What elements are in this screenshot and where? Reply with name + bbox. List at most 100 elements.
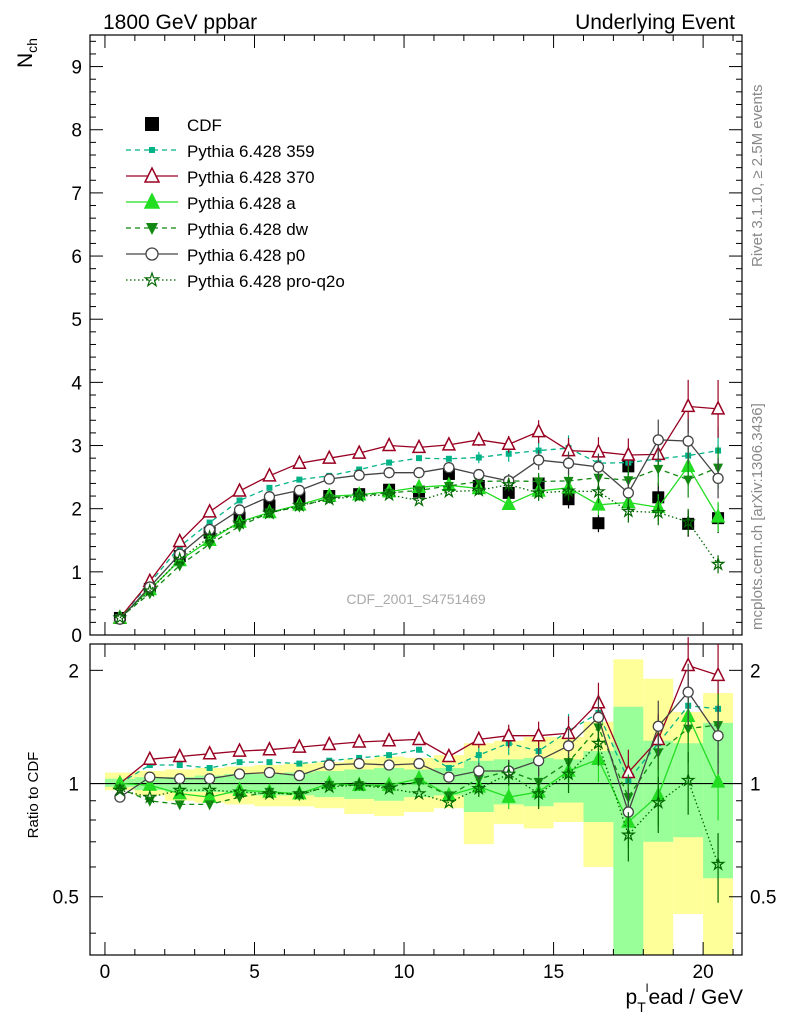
main-pq2o-point <box>650 504 666 519</box>
ratio-pdw-point <box>114 784 125 795</box>
main-pp0-point <box>652 434 664 446</box>
main-pq2o-point <box>142 582 158 598</box>
ratio-p359-point <box>475 752 482 759</box>
main-p370-point <box>172 532 187 548</box>
ratio-pq2o-point <box>650 794 666 810</box>
ratio-pp0-point <box>233 768 246 780</box>
ratio-pp0-point <box>652 720 664 732</box>
ratio-p359-point <box>296 760 303 767</box>
ratio-p370-point <box>411 730 427 746</box>
ratio-pp0-point <box>174 773 186 785</box>
svg-text:Nch: Nch <box>14 38 40 68</box>
ratio-ytick-label-left: 2 <box>68 661 79 682</box>
main-ytick-label: 6 <box>71 247 82 268</box>
main-pa-point <box>591 496 606 511</box>
ratio-plot: 0.5 0.51 12 20 5 10 15 20 <box>53 637 776 983</box>
ratio-pq2o-point <box>560 766 577 781</box>
main-pp0-point <box>263 491 276 503</box>
ratio-pq2o-point <box>351 777 367 792</box>
ratio-p359-point <box>445 764 452 771</box>
main-p370-point <box>501 435 516 451</box>
ratio-pdw-point <box>683 724 694 735</box>
main-p359-point <box>445 455 452 462</box>
ratio-pq2o-point <box>201 782 218 797</box>
ratio-pp0-point <box>532 755 545 767</box>
ratio-p359-point <box>236 759 243 766</box>
ratio-pp0-point <box>144 771 156 783</box>
legend-marker-p370 <box>143 166 161 183</box>
main-p370-point <box>351 444 367 459</box>
ratio-pq2o-point <box>710 856 726 871</box>
legend-marker-p359 <box>149 147 155 153</box>
main-p370-point <box>381 436 397 452</box>
main-pdw-point <box>324 493 335 504</box>
ratio-ytick-label-left: 0.5 <box>53 888 79 909</box>
main-pdw-point <box>683 475 694 486</box>
main-pp0-point <box>473 468 485 481</box>
main-ytick-label: 3 <box>71 437 82 458</box>
ratio-xtick-label: 10 <box>393 962 414 983</box>
ratio-pp0-point <box>562 740 575 752</box>
main-pdw-point <box>413 486 424 497</box>
ratio-pdw-point <box>204 800 215 811</box>
main-frame <box>89 34 743 636</box>
main-pp0-point <box>443 461 455 474</box>
ratio-p370-point <box>232 742 247 757</box>
main-p359-point <box>296 476 303 483</box>
ratio-pdw-point <box>324 781 335 792</box>
legend-marker-pp0 <box>145 247 159 261</box>
main-p359-point <box>266 484 273 491</box>
main-pq2o-point <box>172 551 188 566</box>
ratio-pq2o-point <box>620 826 637 842</box>
ratio-pq2o-point <box>381 780 397 796</box>
ratio-pq2o-point <box>471 780 487 796</box>
main-pdw-point <box>384 488 395 499</box>
main-pp0-point <box>712 472 724 485</box>
ratio-pq2o-point <box>231 783 248 799</box>
main-pq2o-point <box>411 492 427 507</box>
svg-text:pTlead / GeV: pTlead / GeV <box>626 981 743 1015</box>
main-ytick-label: 0 <box>71 626 82 647</box>
ratio-p359-point <box>386 752 393 759</box>
main-pp0-point <box>592 461 605 473</box>
ratio-p370-point <box>441 747 457 763</box>
ratio-pa-point <box>710 773 726 788</box>
ratio-p370-point <box>351 733 367 748</box>
main-ytick-label: 5 <box>71 310 82 331</box>
legend-marker-pa <box>143 192 161 209</box>
ratio-p359-point <box>206 764 213 771</box>
main-ytick-label: 1 <box>71 563 82 584</box>
main-p370-point <box>322 449 337 464</box>
ratio-pq2o-point <box>261 785 278 801</box>
main-p370-point <box>710 400 726 415</box>
legend-marker-pq2o <box>143 271 161 288</box>
main-ytick-label: 8 <box>71 121 82 142</box>
main-pq2o-point <box>351 488 367 503</box>
ratio-pdw-point <box>384 782 395 793</box>
main-pq2o-point <box>231 515 248 530</box>
ratio-pp0-point <box>203 773 216 785</box>
main-p370-point <box>531 422 546 438</box>
main-pa-point <box>710 508 726 523</box>
main-pdw-point <box>533 477 544 488</box>
main-plot: 0 1 2 3 4 5 6 7 8 9 <box>71 34 743 647</box>
main-p370-point <box>471 431 487 446</box>
ratio-pdw-point <box>174 800 185 811</box>
ratio-xtick-label: 15 <box>543 962 564 983</box>
ratio-ytick-label-right: 2 <box>750 661 761 682</box>
ratio-pp0-point <box>263 766 276 779</box>
ratio-p370-point <box>142 750 158 766</box>
main-p359-point <box>505 450 512 457</box>
ratio-p359-point <box>176 762 183 769</box>
main-pq2o-point <box>471 482 487 497</box>
title-left: 1800 GeV ppbar <box>103 11 257 34</box>
ratio-pdw-point <box>413 777 424 788</box>
main-pp0-point <box>383 467 395 479</box>
legend-label-pdw: Pythia 6.428 dw <box>187 220 309 239</box>
ratio-p370-point <box>471 730 487 746</box>
main-pp0-point <box>323 473 335 485</box>
ratio-p359-point <box>266 759 273 766</box>
main-p370-point <box>441 436 457 451</box>
ratio-xtick-label: 5 <box>249 962 260 983</box>
main-pp0-point <box>532 454 545 466</box>
